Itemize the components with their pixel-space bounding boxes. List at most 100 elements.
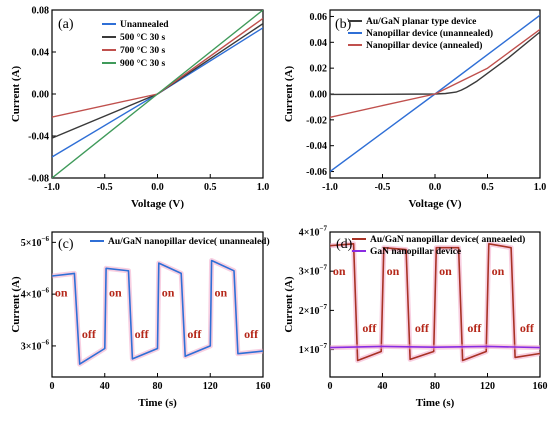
legend-entry-3: 700 °C 30 s — [120, 45, 166, 56]
y-tick-label: 4×10−7 — [299, 225, 328, 239]
x-tick-label: -1.0 — [322, 182, 338, 193]
y-tick-label: 0.04 — [310, 38, 328, 49]
x-axis-label: Time (s) — [416, 397, 455, 409]
y-tick-label: 3×10−6 — [21, 338, 50, 352]
legend-entry-2: Nanopillar device (unannealed) — [366, 28, 493, 39]
legend: Au/GaN nanopillar device( unannealed) — [90, 236, 270, 247]
y-tick-base: 3×10 — [299, 267, 320, 278]
y-tick-base: 5×10 — [21, 238, 42, 249]
y-tick-exponent: −6 — [42, 235, 50, 243]
y-tick-label: 2×10−7 — [299, 303, 328, 317]
y-tick-label: 0.06 — [310, 12, 328, 23]
y-tick-exponent: −7 — [320, 342, 328, 350]
series-line-1 — [52, 259, 263, 365]
y-tick-exponent: −6 — [42, 287, 50, 295]
legend-entry-1: Unannealed — [120, 20, 169, 30]
y-tick-base: 4×10 — [21, 290, 42, 301]
y-tick-label: 0.02 — [310, 64, 328, 75]
state-label-on: on — [109, 286, 122, 300]
state-label-off: off — [82, 327, 97, 341]
panel-4: 0 40 80 120 1601×10−72×10−73×10−74×10−7Time … — [283, 225, 548, 410]
series-line-1 — [330, 31, 540, 96]
y-tick-exponent: −7 — [320, 264, 328, 272]
y-tick-label: -0.02 — [306, 115, 327, 126]
y-tick-base: 2×10 — [299, 306, 320, 317]
y-tick-label: 4×10−6 — [21, 287, 50, 301]
y-tick-label: 3×10−7 — [299, 264, 328, 278]
y-tick-exponent: −7 — [320, 303, 328, 311]
x-tick-label: 0.5 — [481, 182, 494, 193]
state-label-off: off — [135, 327, 150, 341]
series-group — [52, 10, 263, 178]
y-tick-label: 0.08 — [32, 6, 50, 17]
panel-letter: (d) — [336, 237, 353, 252]
x-tick-label: 160 — [533, 381, 548, 392]
state-label-off: off — [520, 321, 535, 335]
y-tick-label: 0.04 — [32, 48, 50, 59]
y-tick-base: 3×10 — [21, 341, 42, 352]
x-tick-label: 120 — [480, 381, 495, 392]
state-label-off: off — [187, 327, 202, 341]
panel-letter: (a) — [58, 17, 74, 32]
y-tick-label: 0.00 — [310, 90, 328, 101]
legend-entry-4: 900 °C 30 s — [120, 58, 166, 69]
state-label-on: on — [439, 264, 452, 278]
state-label-on: on — [333, 264, 346, 278]
y-axis-label: Current (A) — [10, 66, 22, 123]
state-label-off: off — [244, 327, 259, 341]
x-tick-label: 0.0 — [151, 182, 164, 193]
state-label-on: on — [162, 286, 175, 300]
x-tick-label: 0 — [328, 381, 333, 392]
y-axis-label: Current (A) — [283, 276, 295, 333]
legend-entry-1: Au/GaN planar type device — [366, 17, 476, 27]
series-group — [52, 258, 263, 367]
x-tick-label: 0.0 — [429, 182, 442, 193]
state-label-on: on — [55, 286, 68, 300]
legend-entry-3: Nanopillar device (annealed) — [366, 40, 482, 51]
panel-1: -1.0 -0.5 0.0 0.5 1.0 -0.08 -0.04 0.00 0.04 0.08 V… — [10, 6, 269, 211]
x-tick-label: 1.0 — [257, 182, 270, 193]
x-tick-label: 40 — [378, 381, 388, 392]
state-label-on: on — [387, 264, 400, 278]
legend-entry-1: Au/GaN nanopillar device( unannealed) — [108, 236, 270, 247]
state-label-on: on — [492, 264, 505, 278]
y-tick-label: 1×10−7 — [299, 342, 328, 356]
series-line-4 — [52, 10, 263, 178]
y-tick-exponent: −6 — [42, 338, 50, 346]
legend-entry-1: Au/GaN nanopillar device( anneaeled) — [370, 234, 525, 245]
panel-letter: (b) — [335, 17, 352, 32]
legend: Unannealed 500 °C 30 s 700 °C 30 s 900 °C 3… — [102, 20, 169, 69]
state-label-off: off — [415, 321, 430, 335]
legend: Au/GaN nanopillar device( anneaeled) GaN … — [352, 234, 525, 257]
panel-letter: (c) — [58, 237, 74, 252]
series-line-1 — [330, 243, 540, 362]
legend-entry-2: GaN nanopillar device — [370, 247, 461, 257]
x-tick-label: 40 — [100, 381, 110, 392]
x-tick-label: 80 — [430, 381, 440, 392]
series-line-3 — [330, 28, 540, 118]
state-label-on: on — [214, 286, 227, 300]
y-tick-base: 4×10 — [299, 228, 320, 239]
x-tick-label: 1.0 — [534, 182, 547, 193]
state-label-off: off — [467, 321, 482, 335]
series-group — [330, 241, 540, 363]
y-tick-base: 1×10 — [299, 345, 320, 356]
y-tick-label: -0.08 — [28, 174, 49, 185]
y-axis-label: Current (A) — [283, 66, 295, 123]
x-tick-label: -1.0 — [44, 182, 60, 193]
x-axis-label: Time (s) — [138, 397, 177, 409]
x-tick-label: -0.5 — [97, 182, 113, 193]
series-group — [330, 14, 540, 173]
legend-entry-2: 500 °C 30 s — [120, 32, 166, 43]
y-tick-label: -0.06 — [306, 167, 327, 178]
x-tick-label: -0.5 — [375, 182, 391, 193]
series-line-2 — [330, 345, 540, 349]
x-tick-label: 160 — [256, 381, 271, 392]
x-tick-label: 0.5 — [204, 182, 217, 193]
y-axis-label: Current (A) — [10, 276, 22, 333]
y-tick-label: -0.04 — [306, 141, 327, 152]
x-tick-label: 0 — [50, 381, 55, 392]
